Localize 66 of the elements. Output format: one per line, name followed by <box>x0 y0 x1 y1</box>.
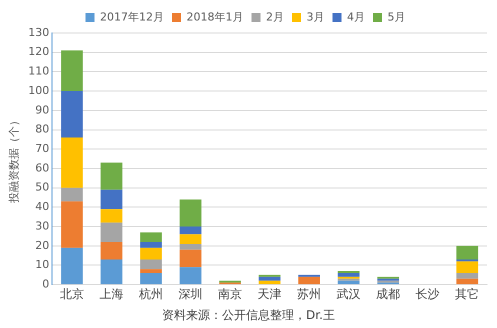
x-tick-label: 天津 <box>258 286 282 301</box>
bar <box>258 280 280 284</box>
bar <box>140 259 162 270</box>
bar <box>298 276 320 284</box>
legend-label: 4月 <box>346 10 365 24</box>
y-tick-label: 30 <box>35 219 50 232</box>
legend-label: 2017年12月 <box>100 10 164 24</box>
bar <box>140 248 162 260</box>
bar <box>140 272 162 284</box>
x-tick-label: 武汉 <box>336 286 361 301</box>
bar <box>61 248 83 284</box>
bar <box>456 272 478 279</box>
x-tick-label: 其它 <box>455 286 480 301</box>
y-tick-label: 70 <box>35 142 50 155</box>
y-tick-label: 110 <box>28 64 50 78</box>
legend-label: 5月 <box>387 10 406 24</box>
bar <box>180 244 202 250</box>
bar <box>180 226 202 234</box>
y-tick-label: 130 <box>28 26 50 39</box>
x-tick-label: 成都 <box>376 286 400 301</box>
y-tick-label: 20 <box>35 238 50 252</box>
bar <box>100 190 122 210</box>
bar <box>61 138 83 188</box>
bar <box>140 242 162 248</box>
y-axis-title: 投融资数据（个） <box>7 114 20 204</box>
x-tick-label: 长沙 <box>416 286 440 301</box>
legend-label: 2018年1月 <box>186 10 244 24</box>
y-tick-label: 120 <box>28 45 50 58</box>
bar <box>61 201 83 248</box>
y-tick-label: 40 <box>35 200 50 214</box>
bar <box>456 246 478 260</box>
x-tick-label: 南京 <box>218 286 242 301</box>
legend-label: 2月 <box>266 10 284 24</box>
y-tick-label: 60 <box>35 161 50 174</box>
x-tick-label: 深圳 <box>178 286 203 301</box>
bar <box>180 199 202 227</box>
bar <box>61 188 83 202</box>
bar <box>338 272 360 277</box>
bar <box>258 276 280 281</box>
text: 资料来源：公开信息整理，Dr.王 <box>161 307 336 324</box>
x-tick-label: 上海 <box>99 286 124 301</box>
bar <box>140 269 162 273</box>
bar <box>100 209 122 223</box>
bar <box>100 259 122 284</box>
y-tick-label: 90 <box>35 103 50 116</box>
y-tick-label: 0 <box>42 277 50 290</box>
bar <box>100 242 122 260</box>
x-tick-label: 苏州 <box>297 286 322 301</box>
bar <box>140 232 162 242</box>
bar <box>180 234 202 244</box>
bar <box>180 267 202 284</box>
y-tick-label: 10 <box>35 258 50 272</box>
y-tick-label: 50 <box>35 180 50 194</box>
bar <box>456 261 478 273</box>
x-tick-label: 杭州 <box>138 286 164 301</box>
x-tick-label: 北京 <box>60 286 84 301</box>
bar <box>100 222 122 242</box>
bar <box>61 50 83 92</box>
bar <box>338 280 360 284</box>
legend-label: 3月 <box>306 10 324 24</box>
bar <box>456 278 478 284</box>
bar <box>180 250 202 268</box>
y-tick-label: 80 <box>35 122 50 136</box>
bar <box>61 91 83 138</box>
bar <box>100 162 122 190</box>
y-tick-label: 100 <box>28 84 50 97</box>
